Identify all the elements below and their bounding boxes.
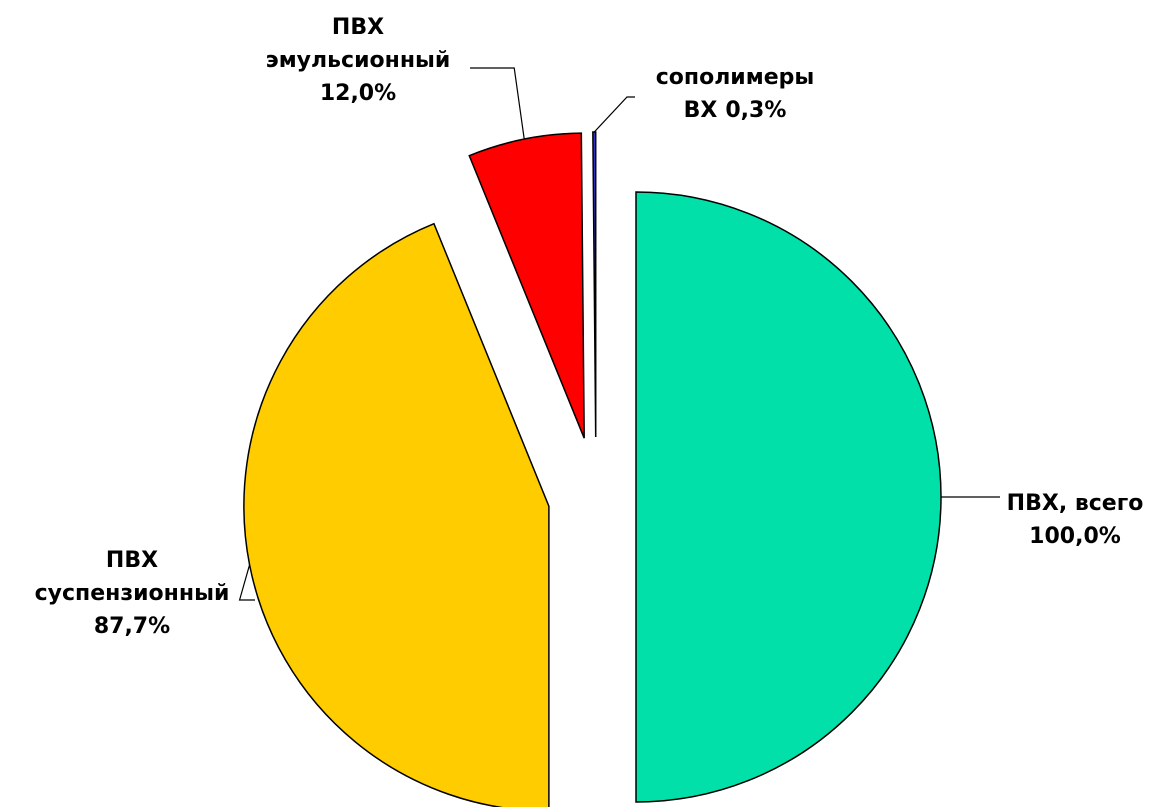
value-label: 12,0%: [320, 81, 396, 106]
pie-slice: [243, 222, 550, 811]
value-label: 0,3%: [725, 98, 786, 123]
leader-line: [470, 67, 525, 140]
slice-label: сополимеры ВХ: [656, 65, 815, 123]
slice-label: ПВХ, всего: [1007, 491, 1144, 516]
leader-line: [238, 564, 255, 601]
pie-slice: [592, 131, 597, 438]
slice-label: ПВХ эмульсионный: [266, 15, 451, 73]
value-label: 100,0%: [1029, 524, 1121, 549]
leader-line: [593, 96, 635, 133]
value-label: 87,7%: [94, 614, 170, 639]
pie-slice: [635, 191, 942, 803]
slice-label: ПВХ суспензионный: [35, 548, 230, 606]
